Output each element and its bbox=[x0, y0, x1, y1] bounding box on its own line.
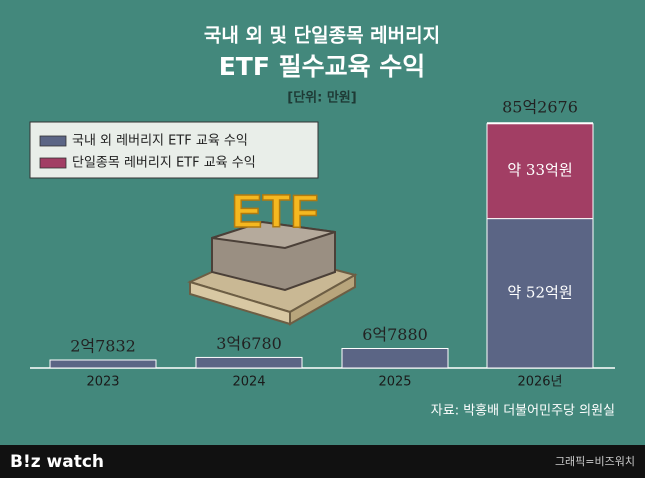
logo: B!z watch bbox=[10, 452, 104, 472]
value-label: 약 33억원 bbox=[507, 161, 572, 179]
svg-text:ETF: ETF bbox=[232, 185, 319, 237]
chart-subtitle: ETF 필수교육 수익 bbox=[219, 52, 426, 81]
etf-illustration: ETF bbox=[187, 184, 358, 326]
legend-label: 단일종목 레버리지 ETF 교육 수익 bbox=[72, 156, 256, 171]
credit: 그래픽=비즈워치 bbox=[555, 455, 635, 468]
legend-swatch bbox=[39, 135, 67, 147]
bar-segment bbox=[486, 123, 594, 220]
bar-segment bbox=[341, 347, 449, 369]
legend-label: 국내 외 레버리지 ETF 교육 수익 bbox=[72, 134, 248, 149]
value-label: 약 52억원 bbox=[507, 283, 572, 301]
bar-segment bbox=[195, 356, 303, 369]
source: 자료: 박홍배 더불어민주당 의원실 bbox=[431, 404, 615, 419]
legend-box bbox=[29, 121, 319, 179]
bar-segment bbox=[49, 359, 157, 369]
value-label: 6억7880 bbox=[362, 325, 428, 344]
bar-segment bbox=[486, 218, 594, 369]
footer-bar bbox=[0, 445, 645, 478]
value-label: 2억7832 bbox=[70, 337, 136, 356]
chart-title: 국내 외 및 단일종목 레버리지 bbox=[204, 25, 440, 47]
total-label: 85억2676 bbox=[502, 98, 578, 117]
x-tick-label: 2023 bbox=[86, 375, 119, 390]
legend bbox=[29, 121, 319, 179]
legend-swatch bbox=[39, 157, 67, 169]
x-tick-label: 2025 bbox=[378, 375, 411, 390]
value-label: 3억6780 bbox=[216, 334, 282, 353]
x-tick-label: 2024 bbox=[232, 375, 265, 390]
unit-note: [단위: 만원] bbox=[287, 90, 356, 106]
x-tick-label: 2026년 bbox=[517, 375, 562, 390]
